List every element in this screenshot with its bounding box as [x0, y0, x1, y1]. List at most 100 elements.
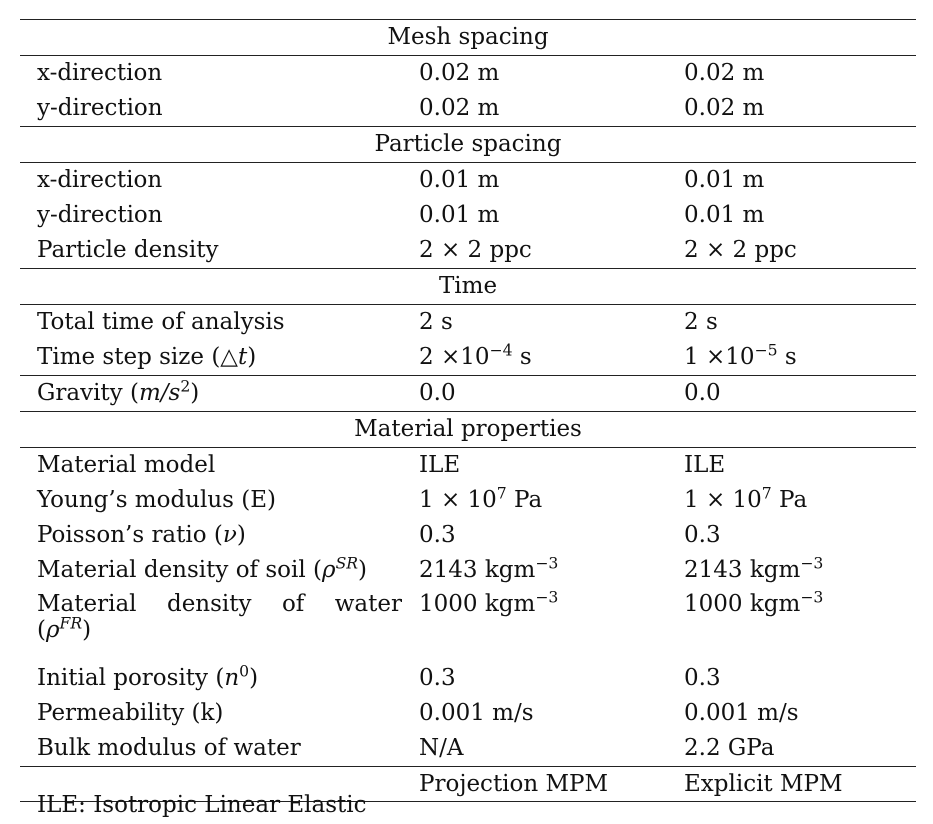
initial-porosity-projection: 0.3 [419, 665, 456, 692]
water-density-projection-base: 1000 kgm [419, 591, 536, 617]
water-density-label-line1: Material density of water [37, 591, 402, 617]
material-model-projection: ILE [419, 452, 461, 479]
porosity-label-close: ) [249, 665, 259, 692]
particle-y-explicit: 0.01 m [684, 202, 765, 229]
bulk-modulus-projection: N/A [402, 731, 667, 767]
section-header-mesh: Mesh spacing [20, 19, 916, 56]
youngs-projection-unit: Pa [506, 487, 543, 514]
initial-porosity-label: Initial porosity (n0) [20, 661, 402, 696]
soil-density-label-close: ) [358, 557, 368, 584]
soil-density-explicit-exponent: −3 [800, 553, 824, 573]
gravity-unit-exponent: 2 [180, 376, 191, 396]
water-density-explicit-base: 1000 kgm [684, 591, 801, 617]
gravity-explicit: 0.0 [667, 375, 916, 412]
youngs-projection-base: 1 × 10 [419, 487, 497, 514]
soil-density-explicit: 2143 kgm−3 [667, 553, 916, 588]
table-row: Poisson’s ratio (ν) 0.3 0.3 [20, 518, 916, 553]
table-row: Material density of water (ρFR) 1000 kgm−… [20, 588, 916, 661]
initial-porosity-explicit: 0.3 [684, 665, 721, 692]
method-header-empty [20, 766, 402, 802]
soil-density-label-text: Material density of soil ( [37, 557, 323, 584]
water-density-projection-exponent: −3 [535, 587, 559, 607]
soil-density-projection: 2143 kgm−3 [402, 553, 667, 588]
rho-symbol: ρ [45, 617, 60, 644]
bulk-modulus-label: Bulk modulus of water [20, 731, 402, 767]
rho-symbol: ρ [322, 557, 336, 584]
table-row: Initial porosity (n0) 0.3 0.3 [20, 661, 916, 696]
water-density-superscript: FR [59, 613, 83, 633]
mesh-x-projection: 0.02 m [419, 60, 500, 87]
table-row: x-direction 0.01 m 0.01 m [20, 163, 916, 199]
gravity-label-close: ) [190, 380, 200, 407]
section-header-material: Material properties [20, 411, 916, 448]
time-step-explicit-exponent: −5 [754, 340, 778, 360]
table-row: y-direction 0.02 m 0.02 m [20, 91, 916, 127]
method-explicit-mpm: Explicit MPM [667, 766, 916, 802]
gravity-label-text: Gravity ( [37, 380, 139, 407]
soil-density-label: Material density of soil (ρSR) [20, 553, 402, 588]
soil-density-projection-base: 2143 kgm [419, 557, 536, 584]
porosity-label-text: Initial porosity ( [37, 665, 225, 692]
youngs-projection-exponent: 7 [496, 483, 507, 503]
poissons-ratio-label: Poisson’s ratio (ν) [20, 518, 402, 553]
time-step-projection-unit: s [512, 344, 532, 371]
porosity-superscript: 0 [239, 661, 250, 681]
table-row: y-direction 0.01 m 0.01 m [20, 198, 916, 233]
material-model-label: Material model [37, 452, 216, 479]
gravity-label: Gravity (m/s2) [20, 375, 402, 412]
section-header-particle: Particle spacing [20, 126, 916, 163]
table-row: x-direction 0.02 m 0.02 m [20, 56, 916, 92]
total-time-explicit: 2 s [684, 309, 718, 336]
table-row: Gravity (m/s2) 0.0 0.0 [20, 375, 916, 412]
time-step-projection-base: 2 ×10 [419, 344, 490, 371]
water-density-label-open: ( [37, 617, 46, 644]
simulation-parameters-table: Mesh spacing x-direction 0.02 m 0.02 m y… [20, 19, 916, 802]
youngs-modulus-projection: 1 × 107 Pa [402, 483, 667, 518]
particle-x-explicit: 0.01 m [684, 167, 765, 194]
table-row: Time step size (△t) 2 ×10−4 s 1 ×10−5 s [20, 340, 916, 376]
table-row: Particle density 2 × 2 ppc 2 × 2 ppc [20, 233, 916, 269]
water-density-explicit-exponent: −3 [800, 587, 824, 607]
time-step-explicit: 1 ×10−5 s [667, 340, 916, 376]
particle-density-label: Particle density [20, 233, 402, 269]
time-step-explicit-unit: s [777, 344, 797, 371]
poissons-label-text: Poisson’s ratio ( [37, 522, 223, 549]
particle-y-label: y-direction [37, 202, 163, 229]
time-step-label-close: ) [247, 344, 257, 371]
porosity-variable: n [224, 665, 240, 692]
method-projection-mpm: Projection MPM [402, 766, 667, 802]
table-row: Permeability (k) 0.001 m/s 0.001 m/s [20, 696, 916, 731]
mesh-y-label: y-direction [20, 91, 402, 127]
table-row: Total time of analysis 2 s 2 s [20, 305, 916, 341]
time-step-label-text: Time step size ( [37, 344, 221, 371]
mesh-y-projection: 0.02 m [402, 91, 667, 127]
youngs-explicit-unit: Pa [771, 487, 808, 514]
total-time-label: Total time of analysis [37, 309, 285, 336]
time-step-label: Time step size (△t) [20, 340, 402, 376]
table-row: Material density of soil (ρSR) 2143 kgm−… [20, 553, 916, 588]
time-step-explicit-base: 1 ×10 [684, 344, 755, 371]
time-step-projection: 2 ×10−4 s [402, 340, 667, 376]
soil-density-projection-exponent: −3 [535, 553, 559, 573]
water-density-label: Material density of water (ρFR) [20, 588, 402, 661]
mesh-x-explicit: 0.02 m [684, 60, 765, 87]
section-title-material: Material properties [20, 411, 916, 448]
total-time-projection: 2 s [419, 309, 453, 336]
gravity-projection: 0.0 [402, 375, 667, 412]
particle-y-projection: 0.01 m [419, 202, 500, 229]
section-header-time: Time [20, 268, 916, 305]
youngs-explicit-exponent: 7 [761, 483, 772, 503]
poissons-label-close: ) [236, 522, 246, 549]
poissons-ratio-explicit: 0.3 [684, 522, 721, 549]
gravity-unit-math: m/s [138, 380, 181, 407]
permeability-label: Permeability (k) [37, 700, 224, 727]
delta-symbol: △ [220, 344, 238, 371]
section-title-mesh: Mesh spacing [20, 19, 916, 56]
particle-x-projection: 0.01 m [419, 167, 500, 194]
permeability-projection: 0.001 m/s [419, 700, 534, 727]
mesh-y-explicit: 0.02 m [667, 91, 916, 127]
time-step-projection-exponent: −4 [489, 340, 513, 360]
particle-x-label: x-direction [37, 167, 163, 194]
youngs-modulus-explicit: 1 × 107 Pa [667, 483, 916, 518]
